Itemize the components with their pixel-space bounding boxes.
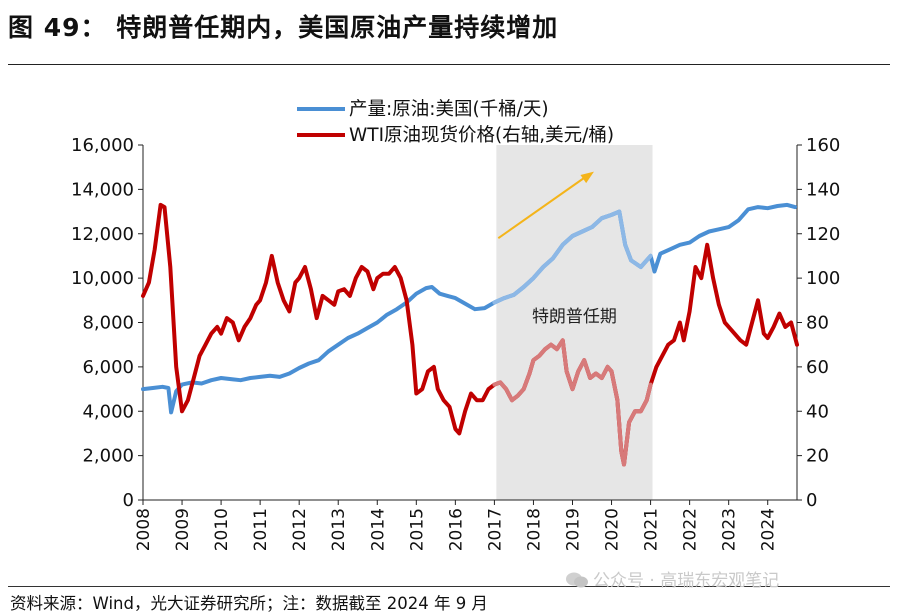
y-left-tick-label: 14,000	[71, 179, 134, 200]
watermark-text: 公众号 · 高瑞东宏观笔记	[593, 571, 780, 591]
x-tick-label: 2023	[720, 508, 740, 551]
legend-label: WTI原油现货价格(右轴,美元/桶)	[349, 125, 614, 146]
x-tick-label: 2008	[134, 508, 154, 551]
legend-label: 产量:原油:美国(千桶/天)	[349, 99, 549, 120]
y-right-tick-label: 120	[806, 224, 840, 245]
source-note: 资料来源：Wind，光大证券研究所；注：数据截至 2024 年 9 月	[10, 594, 488, 613]
x-tick-label: 2022	[681, 508, 701, 551]
x-tick-label: 2011	[251, 508, 271, 551]
y-left-tick-label: 2,000	[82, 446, 134, 467]
trend-arrow-head	[580, 171, 594, 184]
y-right-tick-label: 60	[806, 357, 829, 378]
y-left-tick-label: 16,000	[71, 135, 134, 156]
x-tick-label: 2010	[212, 508, 232, 551]
y-right-tick-label: 20	[806, 446, 829, 467]
y-right-tick-label: 40	[806, 401, 829, 422]
y-right-tick-label: 100	[806, 268, 840, 289]
trend-arrow-shaft	[497, 175, 587, 240]
x-tick-label: 2024	[759, 508, 779, 551]
x-tick-label: 2012	[290, 508, 310, 551]
x-tick-label: 2019	[563, 508, 583, 551]
y-left-tick-label: 10,000	[71, 268, 134, 289]
y-right-tick-label: 140	[806, 179, 840, 200]
footer-rule	[8, 586, 890, 587]
wti-price-line	[141, 202, 799, 467]
x-tick-label: 2013	[329, 508, 349, 551]
trump-term-label: 特朗普任期	[532, 307, 617, 327]
wti-price-line-term-segment	[492, 338, 653, 467]
y-left-tick-label: 0	[123, 490, 134, 511]
x-tick-label: 2021	[642, 508, 662, 551]
x-tick-label: 2020	[603, 508, 623, 551]
y-left-tick-label: 8,000	[82, 313, 134, 334]
production-line	[141, 202, 797, 415]
watermark: 公众号 · 高瑞东宏观笔记	[565, 566, 779, 591]
y-left-tick-label: 6,000	[82, 357, 134, 378]
x-tick-label: 2018	[524, 508, 544, 551]
x-tick-label: 2014	[368, 508, 388, 551]
title-rule	[8, 64, 890, 65]
production-line-term-segment	[492, 209, 653, 305]
y-right-tick-label: 80	[806, 313, 829, 334]
x-tick-label: 2016	[446, 508, 466, 551]
x-tick-label: 2009	[173, 508, 193, 551]
x-tick-label: 2015	[407, 508, 427, 551]
y-right-tick-label: 0	[806, 490, 817, 511]
wechat-icon	[566, 572, 588, 588]
x-tick-label: 2017	[485, 508, 505, 551]
y-right-tick-label: 160	[806, 135, 840, 156]
figure-title: 图 49： 特朗普任期内，美国原油产量持续增加	[8, 13, 559, 42]
y-left-tick-label: 12,000	[71, 224, 134, 245]
y-left-tick-label: 4,000	[82, 401, 134, 422]
